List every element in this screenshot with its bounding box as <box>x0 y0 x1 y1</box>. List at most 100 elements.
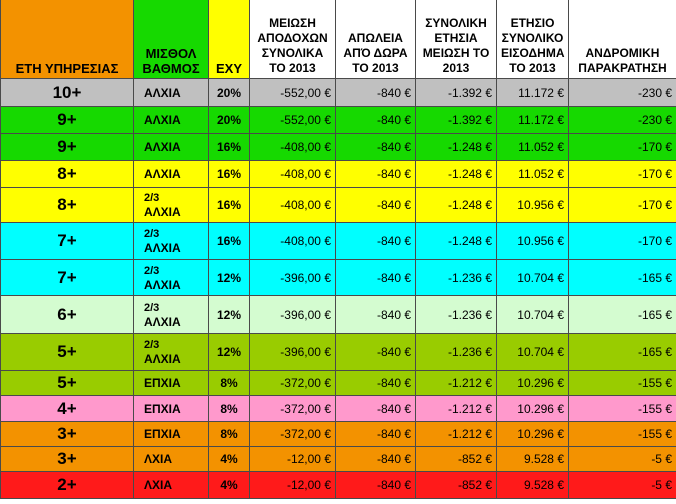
exy-cell: 4% <box>208 471 250 499</box>
grade-label: ΑΛΧΙΑ <box>144 113 181 127</box>
salary-cut-cell: -396,00 € <box>249 259 336 296</box>
grade-fraction: 2/3 <box>144 228 160 240</box>
total-cut-cell: -852 € <box>415 446 497 472</box>
total-cut-cell: -1.236 € <box>415 295 497 334</box>
table-row: 5+ 2/3 ΑΛΧΙΑ 12% -396,00 € -840 € -1.236 €10.7… <box>0 333 676 371</box>
exy-cell: 20% <box>208 106 250 134</box>
withholding-cell: -170 € <box>568 222 676 260</box>
grade-cell: 2/3 ΑΛΧΙΑ <box>133 295 209 334</box>
table-row: 2+ ΛΧΙΑ 4% -12,00 € -840 € -852 €9.528 € -5 € <box>0 471 676 499</box>
grade-cell: ΑΛΧΙΑ <box>133 78 209 107</box>
annual-income-cell: 11.172 € <box>496 106 569 134</box>
years-cell: 8+ <box>0 187 134 223</box>
bonus-loss-cell: -840 € <box>335 295 416 334</box>
withholding-cell: -155 € <box>568 395 676 422</box>
annual-income-cell: 11.052 € <box>496 133 569 161</box>
salary-cut-cell: -408,00 € <box>249 133 336 161</box>
annual-income-cell: 10.704 € <box>496 295 569 334</box>
exy-cell: 16% <box>208 222 250 260</box>
header-total-cut: ΣΥΝΟΛΙΚΗ ΕΤΗΣΙΑ ΜΕΙΩΣΗ ΤΟ 2013 <box>415 0 497 79</box>
salary-cut-cell: -552,00 € <box>249 78 336 107</box>
grade-cell: ΑΛΧΙΑ <box>133 106 209 134</box>
grade-cell: ΑΛΧΙΑ <box>133 133 209 161</box>
exy-cell: 16% <box>208 160 250 188</box>
total-cut-cell: -1.392 € <box>415 78 497 107</box>
table-body: 10+ ΑΛΧΙΑ 20% -552,00 € -840 € -1.392 €11.172… <box>0 78 676 499</box>
table-row: 4+ ΕΠΧΙΑ 8% -372,00 € -840 € -1.212 €10.296 €… <box>0 395 676 422</box>
total-cut-cell: -852 € <box>415 471 497 499</box>
annual-income-cell: 10.956 € <box>496 187 569 223</box>
table-row: 8+ 2/3 ΑΛΧΙΑ 16% -408,00 € -840 € -1.248 €10.9… <box>0 187 676 223</box>
salary-cut-cell: -408,00 € <box>249 160 336 188</box>
table-row: 3+ ΕΠΧΙΑ 8% -372,00 € -840 € -1.212 €10.296 €… <box>0 421 676 447</box>
table-row: 9+ ΑΛΧΙΑ 20% -552,00 € -840 € -1.392 €11.172 … <box>0 106 676 134</box>
annual-income-cell: 9.528 € <box>496 446 569 472</box>
years-cell: 9+ <box>0 133 134 161</box>
grade-cell: 2/3 ΑΛΧΙΑ <box>133 333 209 371</box>
salary-cut-cell: -12,00 € <box>249 471 336 499</box>
grade-cell: ΕΠΧΙΑ <box>133 370 209 396</box>
grade-fraction: 2/3 <box>144 301 160 314</box>
table-row: 7+ 2/3 ΑΛΧΙΑ 16% -408,00 € -840 € -1.248 €10.9… <box>0 222 676 260</box>
salary-cut-cell: -408,00 € <box>249 222 336 260</box>
salary-cut-cell: -372,00 € <box>249 421 336 447</box>
grade-cell: ΕΠΧΙΑ <box>133 421 209 447</box>
grade-cell: ΛΧΙΑ <box>133 446 209 472</box>
salary-cut-cell: -396,00 € <box>249 295 336 334</box>
annual-income-cell: 10.296 € <box>496 395 569 422</box>
withholding-cell: -170 € <box>568 133 676 161</box>
header-salary-cut: ΜΕΙΩΣΗ ΑΠΟΔΟΧΩΝ ΣΥΝΟΛΙΚΑ ΤΟ 2013 <box>249 0 336 79</box>
salary-cut-cell: -372,00 € <box>249 395 336 422</box>
total-cut-cell: -1.212 € <box>415 421 497 447</box>
exy-cell: 4% <box>208 446 250 472</box>
years-cell: 3+ <box>0 446 134 472</box>
withholding-cell: -155 € <box>568 370 676 396</box>
total-cut-cell: -1.236 € <box>415 259 497 296</box>
bonus-loss-cell: -840 € <box>335 370 416 396</box>
exy-cell: 8% <box>208 421 250 447</box>
bonus-loss-cell: -840 € <box>335 78 416 107</box>
withholding-cell: -5 € <box>568 471 676 499</box>
bonus-loss-cell: -840 € <box>335 446 416 472</box>
exy-cell: 12% <box>208 295 250 334</box>
total-cut-cell: -1.248 € <box>415 222 497 260</box>
grade-label: ΕΠΧΙΑ <box>144 376 181 390</box>
total-cut-cell: -1.212 € <box>415 395 497 422</box>
years-cell: 10+ <box>0 78 134 107</box>
grade-label: ΑΛΧΙΑ <box>144 205 181 219</box>
table-row: 5+ ΕΠΧΙΑ 8% -372,00 € -840 € -1.212 €10.296 €… <box>0 370 676 396</box>
total-cut-cell: -1.392 € <box>415 106 497 134</box>
table-row: 7+ 2/3 ΑΛΧΙΑ 12% -396,00 € -840 € -1.236 €10.7… <box>0 259 676 296</box>
grade-label: ΑΛΧΙΑ <box>144 140 181 154</box>
total-cut-cell: -1.236 € <box>415 333 497 371</box>
annual-income-cell: 10.704 € <box>496 333 569 371</box>
bonus-loss-cell: -840 € <box>335 471 416 499</box>
bonus-loss-cell: -840 € <box>335 333 416 371</box>
years-cell: 2+ <box>0 471 134 499</box>
annual-income-cell: 10.296 € <box>496 370 569 396</box>
grade-fraction: 2/3 <box>144 192 160 204</box>
grade-cell: ΕΠΧΙΑ <box>133 395 209 422</box>
bonus-loss-cell: -840 € <box>335 106 416 134</box>
table-row: 10+ ΑΛΧΙΑ 20% -552,00 € -840 € -1.392 €11.172… <box>0 78 676 107</box>
salary-cut-cell: -408,00 € <box>249 187 336 223</box>
grade-cell: 2/3 ΑΛΧΙΑ <box>133 222 209 260</box>
header-exy: ΕΧΥ <box>208 0 250 79</box>
grade-label: ΑΛΧΙΑ <box>144 277 181 292</box>
bonus-loss-cell: -840 € <box>335 187 416 223</box>
withholding-cell: -170 € <box>568 187 676 223</box>
salary-cut-cell: -372,00 € <box>249 370 336 396</box>
years-cell: 7+ <box>0 222 134 260</box>
exy-cell: 12% <box>208 259 250 296</box>
annual-income-cell: 9.528 € <box>496 471 569 499</box>
grade-label: ΑΛΧΙΑ <box>144 352 181 366</box>
table-row: 8+ ΑΛΧΙΑ 16% -408,00 € -840 € -1.248 €11.052 … <box>0 160 676 188</box>
grade-label: ΑΛΧΙΑ <box>144 241 181 255</box>
withholding-cell: -5 € <box>568 446 676 472</box>
annual-income-cell: 11.052 € <box>496 160 569 188</box>
grade-label: ΑΛΧΙΑ <box>144 85 181 100</box>
table-row: 9+ ΑΛΧΙΑ 16% -408,00 € -840 € -1.248 €11.052 … <box>0 133 676 161</box>
total-cut-cell: -1.248 € <box>415 187 497 223</box>
grade-label: ΑΛΧΙΑ <box>144 314 181 329</box>
